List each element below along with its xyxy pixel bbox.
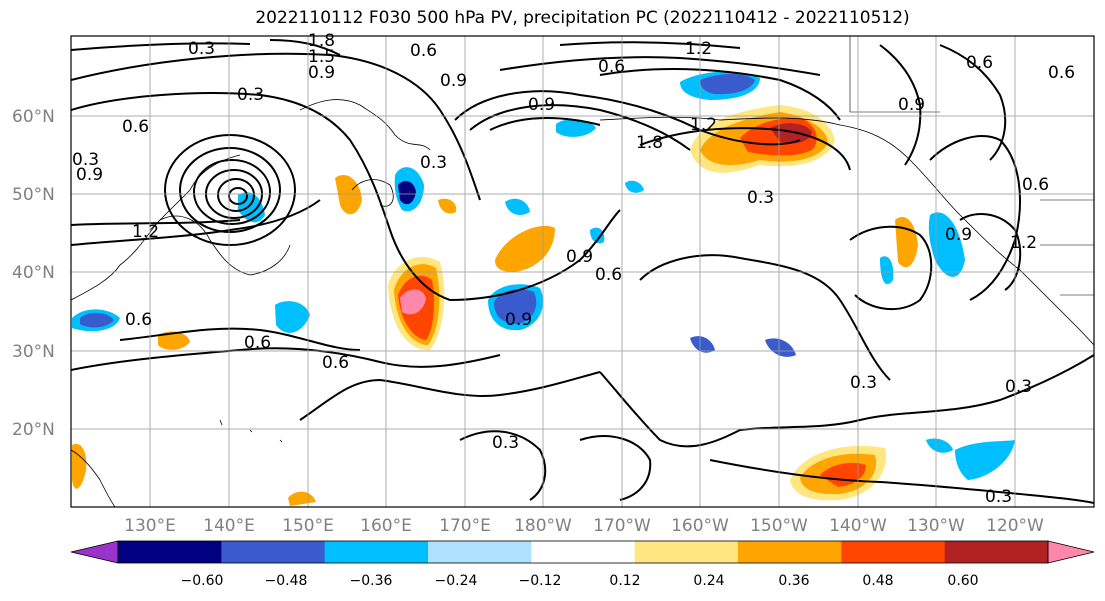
lon-label: 150°W — [750, 516, 808, 536]
colorbar-tick-label: −0.60 — [181, 573, 224, 589]
lat-label-40n: 40°N — [12, 263, 55, 283]
lon-label: 130°W — [907, 516, 965, 536]
contour-label: 0.9 — [528, 95, 555, 115]
colorbar-segment — [324, 541, 429, 563]
lon-label: 160°W — [671, 516, 729, 536]
colorbar-tick-label: 0.12 — [609, 573, 640, 589]
contour-label: 0.6 — [1022, 175, 1049, 195]
contour-label: 1.8 — [308, 31, 335, 51]
contour-label: 0.6 — [410, 41, 437, 61]
map-frame — [70, 35, 1095, 508]
colorbar-tick-label: −0.12 — [519, 573, 562, 589]
contour-label: 0.9 — [945, 225, 972, 245]
contour-label: 0.9 — [308, 63, 335, 83]
contour-label: 1.8 — [636, 133, 663, 153]
lon-label: 120°W — [986, 516, 1044, 536]
lat-label-30n: 30°N — [12, 342, 55, 362]
colorbar-tick-label: −0.24 — [435, 573, 478, 589]
borders — [849, 36, 1094, 296]
map-title: 2022110112 F030 500 hPa PV, precipitatio… — [255, 8, 910, 28]
colorbar-segment — [221, 541, 326, 563]
colorbar-segment — [944, 541, 1049, 563]
contour-label: 0.3 — [237, 85, 264, 105]
colorbar — [70, 540, 1095, 564]
colorbar-tick-label: 0.48 — [862, 573, 893, 589]
coastlines — [71, 99, 1094, 507]
lon-label: 170°E — [439, 516, 491, 536]
contour-label: 1.2 — [690, 115, 717, 135]
longitude-labels: 130°E 140°E 150°E 160°E 170°E 180°W 170°… — [124, 516, 1044, 536]
contour-label: 0.6 — [595, 265, 622, 285]
contour-label: 0.9 — [76, 165, 103, 185]
lat-label-60n: 60°N — [12, 107, 55, 127]
contour-label: 0.9 — [566, 247, 593, 267]
contour-label: 0.3 — [492, 433, 519, 453]
contour-label: 0.3 — [985, 487, 1012, 507]
colorbar-tick-label: 0.36 — [778, 573, 809, 589]
colorbar-segment — [531, 541, 636, 563]
lon-label: 150°E — [282, 516, 334, 536]
contour-label: 0.6 — [122, 117, 149, 137]
gridlines — [71, 36, 1094, 507]
contour-label: 0.6 — [244, 333, 271, 353]
colorbar-segment — [118, 541, 222, 563]
colorbar-segment — [634, 541, 739, 563]
colorbar-segment — [738, 541, 842, 563]
contour-label: 0.6 — [125, 310, 152, 330]
contour-label: 0.6 — [966, 53, 993, 73]
colorbar-extend-high — [1047, 540, 1095, 564]
contour-label: 0.3 — [72, 150, 99, 170]
lat-label-50n: 50°N — [12, 185, 55, 205]
contour-label: 1.5 — [308, 47, 335, 67]
contour-label: 0.3 — [1005, 377, 1032, 397]
contour-label: 0.6 — [598, 57, 625, 77]
contour-label: 0.9 — [505, 310, 532, 330]
lon-label: 140°E — [203, 516, 255, 536]
colorbar-tick-label: −0.36 — [350, 573, 393, 589]
contour-label: 0.3 — [747, 188, 774, 208]
colorbar-labels: −0.60 −0.48 −0.36 −0.24 −0.12 0.12 0.24 … — [181, 573, 979, 589]
colorbar-frame — [117, 540, 1049, 564]
lon-label: 160°E — [360, 516, 412, 536]
contour-label: 0.6 — [322, 353, 349, 373]
lon-label: 130°E — [124, 516, 176, 536]
lon-label: 180°W — [514, 516, 572, 536]
contour-label: 1.2 — [132, 222, 159, 242]
colorbar-segment — [428, 541, 532, 563]
precipitation-shading — [72, 71, 1015, 506]
lon-label: 140°W — [829, 516, 887, 536]
contour-label: 0.3 — [850, 373, 877, 393]
contour-label: 0.3 — [188, 39, 215, 59]
lon-label: 170°W — [593, 516, 651, 536]
lat-label-20n: 20°N — [12, 420, 55, 440]
contour-label: 1.2 — [685, 39, 712, 59]
contour-label: 0.9 — [898, 95, 925, 115]
latitude-labels: 60°N 50°N 40°N 30°N 20°N — [12, 107, 55, 440]
contour-label: 0.3 — [420, 153, 447, 173]
colorbar-tick-label: 0.24 — [693, 573, 724, 589]
colorbar-tick-label: 0.60 — [947, 573, 978, 589]
colorbar-tick-label: −0.48 — [265, 573, 308, 589]
contour-label: 0.6 — [1048, 63, 1075, 83]
contour-label: 1.2 — [1010, 233, 1037, 253]
colorbar-segment — [841, 541, 946, 563]
colorbar-extend-low — [70, 540, 119, 564]
contour-label: 0.9 — [440, 71, 467, 91]
